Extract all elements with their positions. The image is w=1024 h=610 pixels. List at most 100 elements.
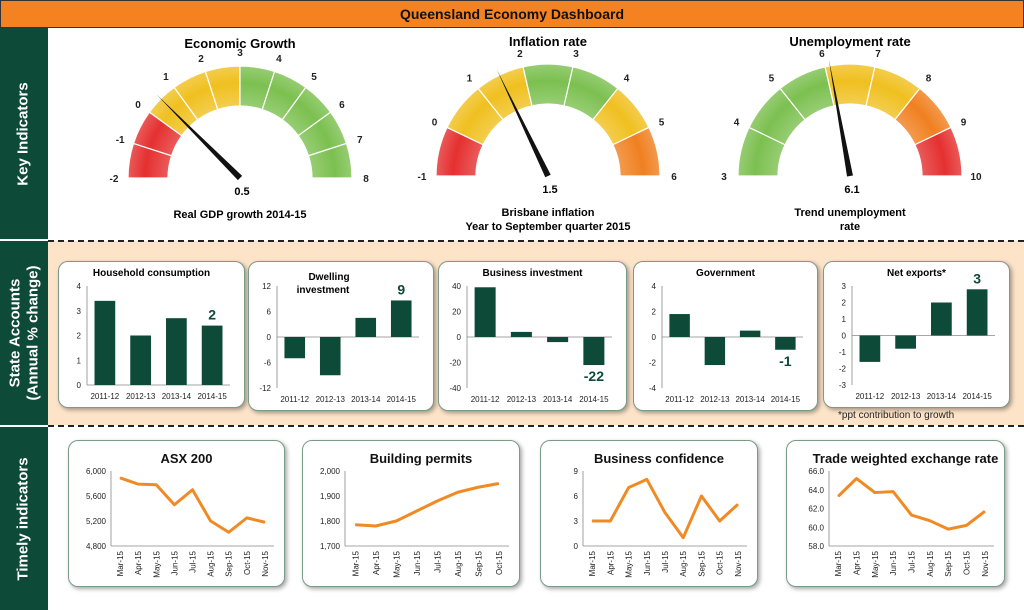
x-tick-label: 2012-13: [507, 395, 537, 404]
x-tick-label: 2014-15: [579, 395, 609, 404]
gauge-tick-label: 0: [432, 117, 438, 128]
gauge-tick-label: -1: [116, 135, 125, 146]
gauge-segment: [148, 86, 199, 137]
x-tick-label: 2013-14: [351, 395, 381, 404]
y-tick-label: 3: [574, 517, 579, 526]
gauge-segment: [824, 63, 876, 107]
gauge-tick-label: 4: [276, 54, 282, 65]
y-tick-label: 3: [842, 282, 847, 291]
y-tick-label: 1: [77, 356, 82, 365]
x-tick-label: 2014-15: [771, 395, 801, 404]
data-point: [737, 503, 739, 505]
y-tick-label: 4: [652, 282, 657, 291]
y-tick-label: 60.0: [808, 523, 824, 532]
y-tick-label: -2: [839, 365, 847, 374]
gauge-segment: [446, 87, 504, 146]
gauge-needle: [156, 94, 243, 181]
data-point: [155, 484, 157, 486]
y-tick-label: 20: [452, 308, 461, 317]
y-tick-label: 6: [267, 308, 272, 317]
gauge-tick-label: -2: [110, 174, 119, 185]
section-label-line: (Annual % change): [24, 265, 42, 401]
gauge-0: Economic Growth -2 -1 0 1 2 3 4 5 6 7 8 0.5 Real GDP …: [110, 36, 370, 221]
y-tick-label: 0: [842, 332, 847, 341]
data-point: [210, 520, 212, 522]
y-tick-label: 66.0: [808, 467, 824, 476]
x-tick-label: Mar-15: [588, 550, 597, 576]
x-tick-label: 2013-14: [927, 392, 957, 401]
bar: [355, 317, 377, 337]
x-tick-label: 2011-12: [471, 395, 500, 404]
line-chart-card: Building permits 1,700 1,800 1,900 2,000 Mar-…: [302, 440, 520, 587]
gauge-tick-label: 0: [135, 100, 141, 111]
x-tick-label: 2011-12: [90, 392, 119, 401]
x-tick-label: May-15: [625, 550, 634, 577]
y-tick-label: 5,200: [86, 517, 107, 526]
data-point: [436, 500, 438, 502]
gauge-segment: [477, 66, 533, 121]
gauge-tick-label: 3: [237, 48, 243, 59]
gauge-segment: [307, 142, 353, 179]
y-tick-label: 58.0: [808, 542, 824, 551]
x-tick-label: Oct-15: [716, 550, 725, 575]
chart-title: Business investment: [482, 268, 583, 279]
data-point: [911, 514, 912, 516]
gauge-segment: [748, 87, 806, 146]
data-point: [719, 520, 721, 522]
x-tick-label: Jun-15: [170, 550, 179, 575]
gauge-segment: [435, 126, 484, 177]
x-tick-label: 2013-14: [162, 392, 192, 401]
section-label-key-indicators: Key Indicators: [0, 28, 48, 239]
bar: [510, 331, 532, 337]
bar-data-label: 9: [397, 281, 405, 297]
gauge-tick-label: 1: [467, 73, 473, 84]
gauge-value: 6.1: [844, 184, 859, 196]
x-tick-label: Mar-15: [834, 550, 843, 576]
data-point: [173, 504, 175, 506]
bar-chart-card: Government -4 -2 0 2 4 2011-12 2012-13 2013-14 20…: [633, 261, 818, 411]
y-tick-label: 2,000: [320, 467, 341, 476]
x-tick-label: 2011-12: [855, 392, 884, 401]
x-tick-label: 2012-13: [316, 395, 346, 404]
x-tick-label: Sep-15: [697, 550, 706, 576]
x-tick-label: Oct-15: [243, 550, 252, 575]
gauge-segment: [127, 142, 173, 179]
data-point: [628, 487, 630, 489]
bar-chart-card: Dwelling investment -12 -6 0 6 12 2011-12 2012-1…: [248, 261, 434, 411]
section-label-text: State Accounts (Annual % change): [6, 265, 42, 400]
section-label-state-accounts: State Accounts (Annual % change): [0, 241, 48, 425]
bar-data-label: -1: [779, 353, 792, 369]
data-point: [457, 491, 459, 493]
series-line: [837, 477, 986, 531]
y-tick-label: 4: [77, 282, 82, 291]
y-tick-label: -40: [449, 384, 461, 393]
gauge-subtitle: Brisbane inflation: [502, 207, 595, 219]
gauge-segment: [612, 126, 661, 177]
y-tick-label: 0: [77, 381, 82, 390]
bar-chart: Government -4 -2 0 2 4 2011-12 2012-13 2013-14 20…: [649, 268, 803, 404]
gauge-needle: [496, 69, 551, 178]
x-tick-label: 2014-15: [197, 392, 227, 401]
bar-data-label: -22: [584, 368, 604, 384]
gauge-segment: [737, 126, 786, 177]
gauge-segment: [779, 66, 835, 121]
gauge-subtitle: rate: [840, 221, 860, 233]
chart-title: Business confidence: [594, 451, 724, 466]
x-tick-label: Sep-15: [944, 550, 953, 576]
bar-chart-card: Household consumption 0 1 2 3 4 2011-12 2012-13…: [58, 261, 245, 408]
section-divider: [48, 425, 1024, 427]
section-label-text: Key Indicators: [15, 81, 32, 186]
data-point: [228, 531, 230, 533]
data-point: [137, 483, 139, 485]
data-point: [874, 492, 876, 494]
gauge-subtitle: Year to September quarter 2015: [465, 221, 630, 233]
x-tick-label: 2014-15: [962, 392, 992, 401]
y-tick-label: 4,800: [86, 542, 107, 551]
gauge-tick-label: 10: [970, 172, 982, 183]
gauge-tick-label: 6: [819, 49, 825, 60]
bar: [474, 287, 496, 337]
bar-chart: Household consumption 0 1 2 3 4 2011-12 2012-13…: [77, 268, 230, 401]
line-chart: Building permits 1,700 1,800 1,900 2,000 Mar-…: [320, 451, 509, 578]
data-point: [354, 524, 356, 526]
x-tick-label: Nov-15: [734, 550, 743, 576]
